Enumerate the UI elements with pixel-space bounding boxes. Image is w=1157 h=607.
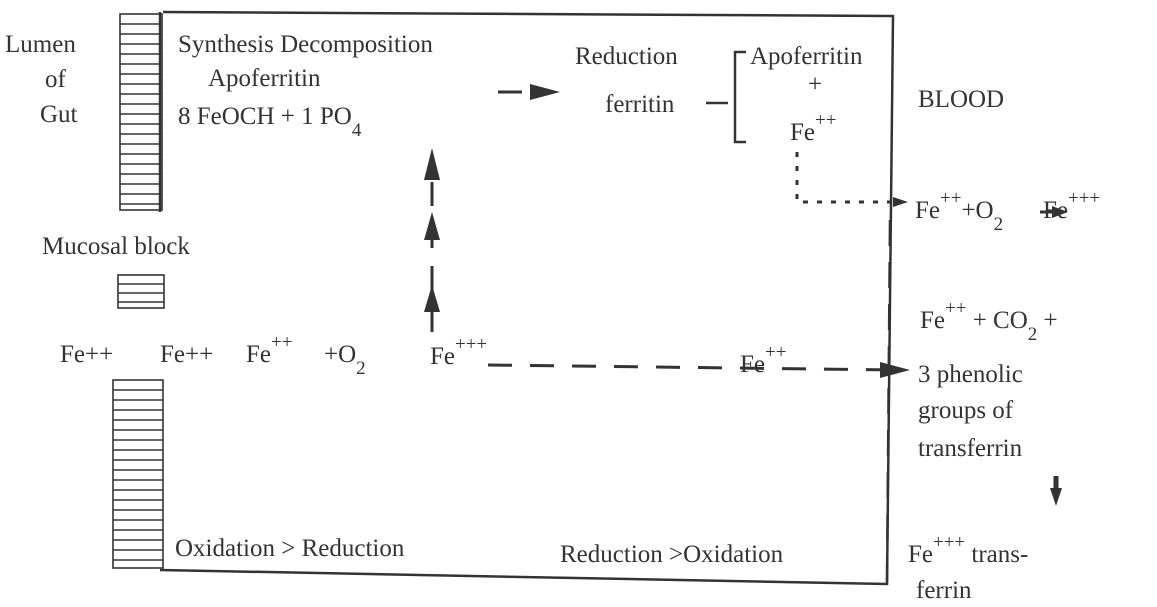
label-part: ++	[765, 342, 786, 363]
arrow-head	[880, 362, 910, 378]
label-part: of	[45, 66, 67, 93]
label-part: ++	[945, 298, 966, 319]
label: Fe+++	[1043, 188, 1100, 224]
bracket	[733, 50, 746, 144]
label-part: Fe	[915, 197, 940, 224]
hatch-column	[112, 379, 164, 569]
label: 3 phenolic	[918, 361, 1023, 388]
label: 8 FeOCH + 1 PO4	[178, 103, 362, 141]
label: transferrin	[918, 435, 1023, 462]
arrow-head	[1050, 488, 1062, 506]
label-part: Mucosal block	[42, 233, 190, 260]
label-part: ++	[271, 332, 292, 353]
label-part: Synthesis Decomposition	[178, 31, 433, 58]
label: +	[808, 71, 822, 98]
membrane	[885, 219, 892, 585]
label-part: Fe	[430, 343, 455, 370]
label-part: transferrin	[918, 435, 1023, 462]
label-part: Fe	[246, 341, 271, 368]
dotted-arrow	[795, 152, 900, 204]
label: Fe+++ trans-	[908, 532, 1028, 568]
hatch-column	[119, 13, 163, 211]
label-part: 2	[356, 358, 366, 379]
label-part: 8 FeOCH + 1 PO	[178, 103, 352, 130]
label: Apoferritin	[750, 43, 863, 70]
label: Fe+++O2	[915, 188, 1003, 235]
label-part: ferritin	[605, 91, 675, 118]
label-part: ferrin	[916, 577, 972, 604]
label-part: BLOOD	[918, 86, 1004, 113]
label-part: Reduction >Oxidation	[560, 541, 784, 568]
label: ferrin	[916, 577, 972, 604]
label-part: Fe++	[160, 341, 213, 368]
label-part: Apoferritin	[208, 65, 321, 92]
label-part: ++	[940, 188, 961, 209]
label: Fe++	[790, 110, 836, 146]
arrow	[487, 363, 901, 372]
label-part: Fe	[908, 541, 933, 568]
label-part: groups of	[918, 397, 1014, 424]
label: Fe++	[160, 341, 213, 368]
label: BLOOD	[918, 86, 1004, 113]
label: Lumen	[5, 31, 76, 58]
label: Fe+++	[430, 334, 487, 370]
label-part: 3 phenolic	[918, 361, 1023, 388]
label-part: trans-	[965, 541, 1028, 568]
label: Fe++	[246, 332, 292, 368]
label-part: Fe	[790, 119, 815, 146]
label: Fe++	[740, 342, 786, 378]
label-part: +O	[324, 341, 356, 368]
label: Gut	[40, 101, 78, 128]
label-part: Fe++	[60, 341, 113, 368]
arrow-head	[893, 197, 908, 207]
label-part: ++	[815, 110, 836, 131]
label-part: +++	[455, 334, 487, 355]
arrow-head	[1052, 206, 1068, 218]
label-part: +	[808, 71, 822, 98]
label-part: Oxidation > Reduction	[175, 535, 405, 562]
label-part: Fe	[920, 307, 945, 334]
label-part: Reduction	[575, 43, 678, 70]
hatching	[112, 13, 165, 569]
label-part: Fe	[1043, 197, 1068, 224]
label-part: +	[1037, 307, 1057, 334]
label: Apoferritin	[208, 65, 321, 92]
label-part: +O	[961, 197, 993, 224]
arrow-head	[530, 84, 560, 100]
label: Fe++	[60, 341, 113, 368]
arrow-head	[424, 148, 440, 180]
label: Reduction >Oxidation	[560, 541, 784, 568]
label-part: Apoferritin	[750, 43, 863, 70]
label: Synthesis Decomposition	[178, 31, 433, 58]
label-part: 4	[352, 120, 362, 141]
label-part: Gut	[40, 101, 78, 128]
label-part: +++	[933, 532, 965, 553]
label: +O2	[324, 341, 366, 379]
label: Oxidation > Reduction	[175, 535, 405, 562]
label: Fe++ + CO2 +	[920, 298, 1058, 345]
label: ferritin	[605, 91, 675, 118]
cell-border	[159, 10, 895, 586]
label: Reduction	[575, 43, 678, 70]
arrow-head	[424, 212, 440, 240]
arrow-head	[424, 285, 440, 312]
label-part: +++	[1068, 188, 1100, 209]
label: groups of	[918, 397, 1014, 424]
label-part: 2	[1028, 324, 1038, 345]
label-part: + CO	[966, 307, 1027, 334]
hatch-column	[117, 274, 165, 309]
label: Mucosal block	[42, 233, 190, 260]
label-part: Lumen	[5, 31, 76, 58]
label-part: Fe	[740, 351, 765, 378]
label: of	[45, 66, 67, 93]
label-part: 2	[994, 214, 1004, 235]
